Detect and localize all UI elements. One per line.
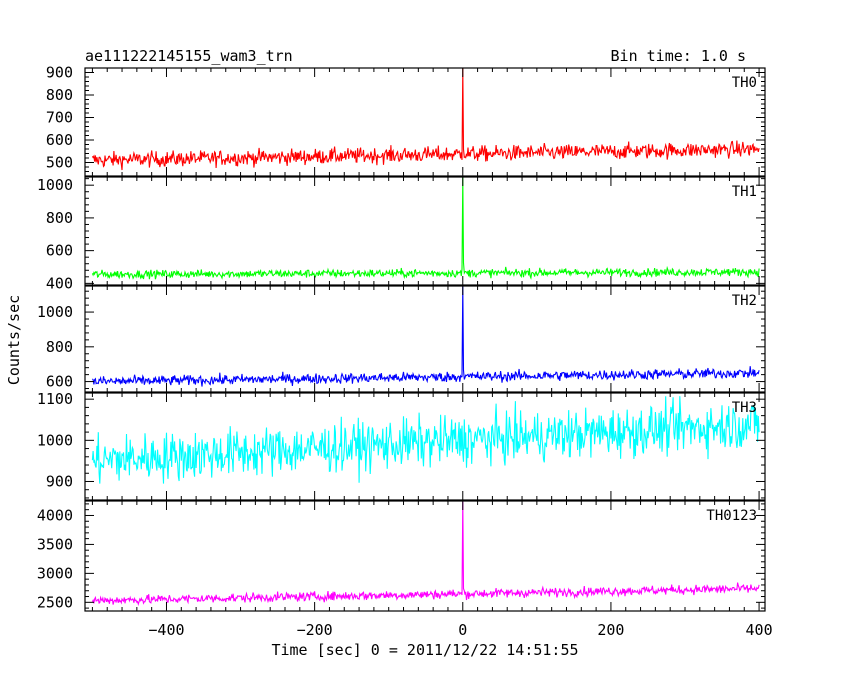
- panel-th0: 500 600 700 800 900 TH0: [46, 64, 766, 177]
- y-tick-label: 900: [46, 472, 73, 490]
- series-line-th2: [92, 286, 760, 387]
- y-tick-label: 500: [46, 154, 73, 172]
- y-tick-label: 4000: [37, 506, 73, 524]
- x-tick-label: 400: [746, 621, 773, 639]
- x-tick-label: 0: [458, 621, 467, 639]
- panel-label-th2: TH2: [732, 293, 757, 309]
- panel-label-th1: TH1: [732, 184, 757, 200]
- panel-th2: 600 800 1000 TH2: [37, 285, 766, 393]
- panels-layer: 500 600 700 800 900 TH0 400 600 800 1000 TH1 600 800…: [37, 64, 773, 640]
- panel-th1: 400 600 800 1000 TH1: [37, 176, 766, 292]
- y-tick-label: 600: [46, 242, 73, 260]
- y-tick-label: 600: [46, 373, 73, 391]
- panel-frame: [84, 285, 766, 393]
- panel-th0123: 2500 3000 3500 4000 TH0123: [37, 500, 766, 612]
- y-tick-label: 1000: [37, 176, 73, 194]
- y-tick-label: 1100: [37, 390, 73, 408]
- x-axis-title: Time [sec] 0 = 2011/12/22 14:51:55: [271, 641, 578, 659]
- x-tick-label: −400: [148, 621, 184, 639]
- y-tick-label: 700: [46, 109, 73, 127]
- y-tick-label: 1000: [37, 431, 73, 449]
- x-tick-label: 200: [597, 621, 624, 639]
- y-tick-label: 3000: [37, 564, 73, 582]
- y-tick-label: 800: [46, 338, 73, 356]
- series-line-th0: [91, 68, 760, 171]
- y-axis-title: Counts/sec: [5, 295, 23, 385]
- y-tick-label: 2500: [37, 593, 73, 611]
- panel-label-th0: TH0: [732, 75, 757, 91]
- y-tick-label: 800: [46, 209, 73, 227]
- panel-label-th3: TH3: [732, 400, 757, 416]
- panel-label-th0123: TH0123: [706, 508, 757, 524]
- y-tick-label: 400: [46, 274, 73, 292]
- panel-frame: [84, 176, 766, 286]
- y-tick-label: 1000: [37, 303, 73, 321]
- series-line-th1: [91, 177, 760, 280]
- bin-time-label: Bin time: 1.0 s: [611, 47, 746, 65]
- series-line-th0123: [91, 501, 760, 607]
- chart-title: ae111222145155_wam3_trn: [85, 47, 293, 65]
- y-tick-label: 3500: [37, 535, 73, 553]
- series-line-th3: [91, 396, 760, 484]
- x-tick-label: −200: [297, 621, 333, 639]
- y-tick-label: 900: [46, 64, 73, 82]
- panel-th3: 900 1000 1100 TH3: [37, 390, 766, 501]
- y-tick-label: 600: [46, 131, 73, 149]
- y-tick-label: 800: [46, 86, 73, 104]
- panel-frame: [84, 392, 766, 501]
